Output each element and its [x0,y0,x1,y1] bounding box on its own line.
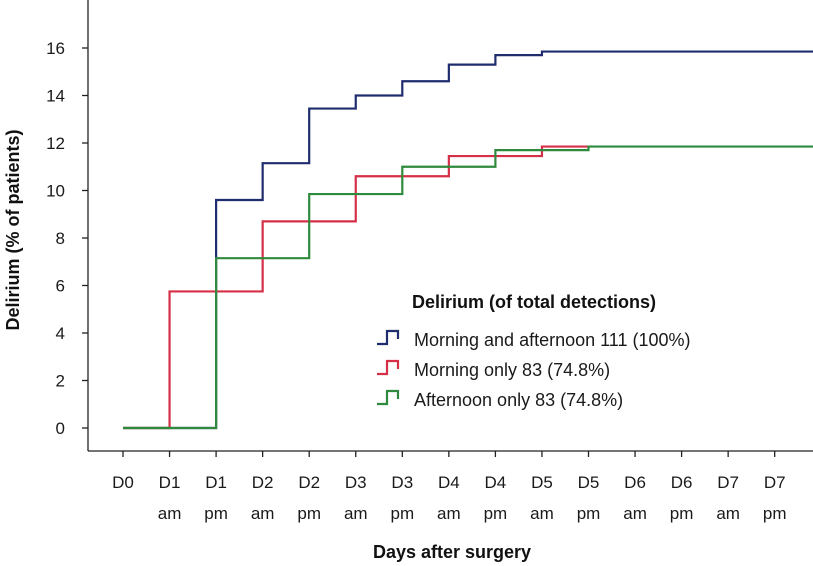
axes: 0 2 4 6 8 10 12 14 16 D0 D1 am D1 pm D2 am D2 pm D3 am D3 pm D… [46,0,813,523]
y-tick-label: 14 [46,87,65,106]
series-line-1 [123,50,813,430]
x-tick-label-day: D6 [671,473,693,492]
legend-label-1: Morning and afternoon 111 (100%) [414,330,691,350]
x-tick-label-period: am [530,504,554,523]
series-line-2 [123,145,589,430]
y-tick-label: 12 [46,134,65,153]
x-tick-label-period: pm [297,504,321,523]
x-tick-label-day: D2 [298,473,320,492]
legend: Delirium (of total detections) Morning a… [377,292,691,410]
x-tick-label-day: D4 [485,473,507,492]
series-line-3 [123,145,813,430]
legend-marker-2 [377,359,400,376]
x-tick-label-day: D5 [531,473,553,492]
x-tick-label-day: D3 [391,473,413,492]
x-tick-label-period: pm [763,504,787,523]
x-tick-label-period: pm [670,504,694,523]
legend-label-2: Morning only 83 (74.8%) [414,360,610,380]
x-tick-label-day: D1 [159,473,181,492]
x-tick-label-period: am [251,504,275,523]
x-tick-label-period: pm [204,504,228,523]
x-tick-label-day: D7 [717,473,739,492]
x-tick-label-period: am [437,504,461,523]
x-tick-label-period: pm [577,504,601,523]
y-tick-label: 0 [56,419,65,438]
x-tick-label-period: pm [390,504,414,523]
y-tick-label: 2 [56,372,65,391]
x-axis-title: Days after surgery [373,542,531,562]
x-tick-label-day: D4 [438,473,460,492]
y-tick-label: 4 [56,324,65,343]
legend-title: Delirium (of total detections) [412,292,656,312]
x-tick-label-day: D0 [112,473,134,492]
x-tick-label-day: D6 [624,473,646,492]
x-tick-label-day: D3 [345,473,367,492]
series-lines [123,50,813,430]
y-tick-label: 6 [56,277,65,296]
x-tick-label-period: am [158,504,182,523]
x-tick-label-day: D5 [578,473,600,492]
x-tick-label-period: pm [484,504,508,523]
x-tick-label-day: D7 [764,473,786,492]
legend-marker-3 [377,389,400,406]
x-tick-label-period: am [716,504,740,523]
y-tick-label: 8 [56,229,65,248]
legend-marker-1 [377,329,400,346]
y-tick-label: 16 [46,39,65,58]
x-tick-label-day: D2 [252,473,274,492]
x-tick-label-day: D1 [205,473,227,492]
legend-label-3: Afternoon only 83 (74.8%) [414,390,623,410]
y-tick-label: 10 [46,182,65,201]
y-axis-title: Delirium (% of patients) [3,129,23,330]
x-tick-label-period: am [623,504,647,523]
x-tick-label-period: am [344,504,368,523]
